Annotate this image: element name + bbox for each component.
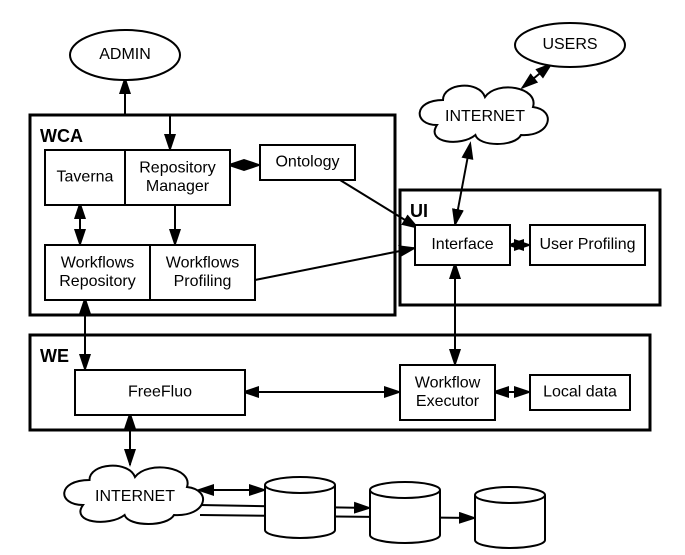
svg-text:Repository: Repository [139, 160, 215, 177]
svg-text:WCA: WCA [40, 126, 83, 146]
svg-text:USERS: USERS [542, 36, 597, 53]
edge-admin-repo_mgr [125, 80, 170, 150]
svg-text:Executor: Executor [416, 393, 480, 410]
svg-text:ADMIN: ADMIN [99, 46, 151, 63]
edge-wf_prof-interface [255, 248, 415, 280]
edge-users-internet1 [522, 65, 550, 88]
svg-text:FreeFluo: FreeFluo [128, 384, 192, 401]
db1 [265, 477, 335, 538]
svg-text:WE: WE [40, 346, 69, 366]
edge-ontology-interface [340, 180, 418, 228]
svg-text:Manager: Manager [146, 178, 210, 195]
db3 [475, 487, 545, 548]
svg-text:Workflows: Workflows [61, 255, 135, 272]
svg-text:Workflows: Workflows [166, 255, 240, 272]
svg-text:User Profiling: User Profiling [539, 236, 635, 253]
svg-text:Profiling: Profiling [174, 273, 232, 290]
svg-text:Interface: Interface [431, 236, 493, 253]
svg-text:INTERNET: INTERNET [95, 488, 175, 505]
svg-text:Local data: Local data [543, 384, 617, 401]
svg-text:Taverna: Taverna [57, 169, 114, 186]
svg-text:Workflow: Workflow [415, 375, 481, 392]
db2 [370, 482, 440, 543]
svg-text:Ontology: Ontology [275, 154, 339, 171]
svg-text:UI: UI [410, 201, 428, 221]
svg-text:Repository: Repository [59, 273, 135, 290]
svg-text:INTERNET: INTERNET [445, 108, 525, 125]
edge-internet1-interface [455, 145, 470, 225]
